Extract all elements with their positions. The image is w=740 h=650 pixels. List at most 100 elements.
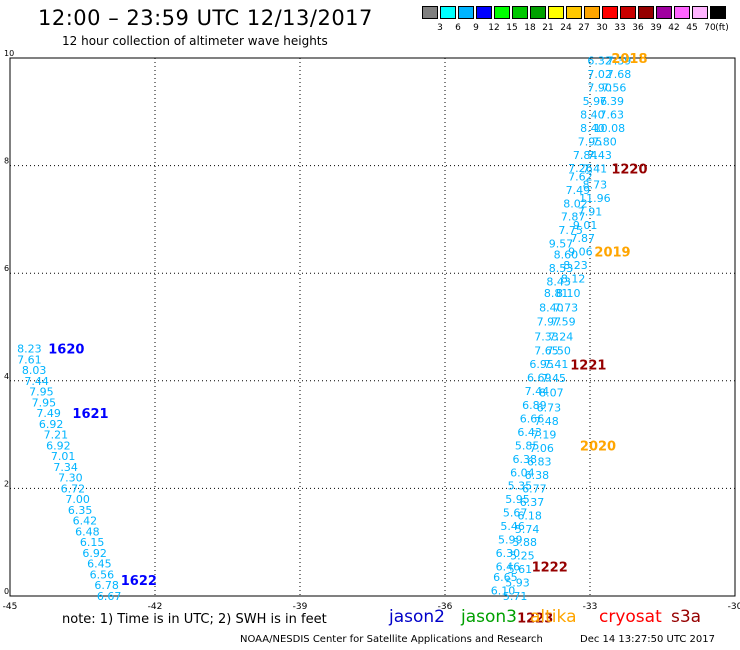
wave-height-value: 6.89 xyxy=(522,399,547,412)
color-scale-swatch xyxy=(494,6,510,19)
wave-height-value: 5.95 xyxy=(505,493,530,506)
color-scale-label: 39 xyxy=(650,23,662,33)
latitude-tick-label: 8 xyxy=(4,157,9,166)
pass-time-label: 2018 xyxy=(611,52,647,67)
wave-height-value: 8.43 xyxy=(546,275,571,288)
wave-height-value: 7.50 xyxy=(546,345,571,358)
wave-height-value: 7.95 xyxy=(32,396,57,409)
generation-timestamp: Dec 14 13:27:50 UTC 2017 xyxy=(580,634,715,645)
pass-time-label: 1222 xyxy=(532,560,568,575)
wave-height-value: 7.87 xyxy=(561,211,586,224)
color-scale-label: 70 xyxy=(704,23,716,33)
color-scale-label: 3 xyxy=(437,23,443,33)
wave-height-value: 6.35 xyxy=(68,504,93,517)
color-scale-unit: (ft) xyxy=(715,23,729,33)
wave-height-value: 9.57 xyxy=(549,238,574,251)
color-scale-label: 15 xyxy=(506,23,518,33)
footnote: note: 1) Time is in UTC; 2) SWH is in fe… xyxy=(62,612,327,627)
color-scale-label: 24 xyxy=(560,23,572,33)
wave-height-value: 5.67 xyxy=(503,507,528,520)
wave-height-value: 6.38 xyxy=(525,469,550,482)
wave-height-value: 7.59 xyxy=(551,316,576,329)
wave-height-value: 7.01 xyxy=(51,450,76,463)
pass-time-label: 1220 xyxy=(611,162,647,177)
wave-height-value: 7.95 xyxy=(578,135,603,148)
wave-height-value: 7.87 xyxy=(571,232,596,245)
wave-height-value: 7.63 xyxy=(600,108,625,121)
satellite-legend-cryosat: cryosat xyxy=(599,607,662,627)
wave-height-value: 7.95 xyxy=(29,386,54,399)
wave-height-value: 6.32 xyxy=(587,55,612,68)
credit-line: NOAA/NESDIS Center for Satellite Applica… xyxy=(240,634,543,645)
wave-height-value: 6.69 xyxy=(527,372,552,385)
wave-height-value: 6.66 xyxy=(520,412,545,425)
wave-height-value: 8.02 xyxy=(563,197,588,210)
wave-height-value: 5.25 xyxy=(510,550,535,563)
color-scale-label: 30 xyxy=(596,23,608,33)
color-scale-swatch xyxy=(476,6,492,19)
satellite-legend-altika: altika xyxy=(530,607,577,627)
wave-height-value: 8.73 xyxy=(583,178,608,191)
wave-height-value: 7.26 xyxy=(568,162,593,175)
color-scale-label: 12 xyxy=(488,23,500,33)
color-scale-label: 27 xyxy=(578,23,590,33)
wave-height-value: 7.44 xyxy=(24,375,49,388)
wave-height-value: 7.02 xyxy=(587,68,612,81)
wave-height-value: 8.53 xyxy=(549,262,574,275)
wave-height-value: 5.61 xyxy=(508,563,533,576)
pass-time-label: 2019 xyxy=(594,246,630,261)
wave-height-value: 6.48 xyxy=(75,525,100,538)
wave-height-value: 6.43 xyxy=(517,426,542,439)
color-scale-label: 6 xyxy=(455,23,461,33)
wave-height-value: 8.07 xyxy=(539,387,564,400)
wave-height-value: 5.46 xyxy=(500,520,525,533)
wave-height-value: 10.08 xyxy=(594,122,626,135)
wave-height-value: 5.88 xyxy=(513,536,538,549)
color-scale-swatch xyxy=(530,6,546,19)
wave-height-value: 5.35 xyxy=(508,480,533,493)
wave-height-value: 7.33 xyxy=(534,331,559,344)
color-scale-swatch xyxy=(638,6,654,19)
wave-height-value: 8.23 xyxy=(563,259,588,272)
wave-height-value: 7.30 xyxy=(58,472,83,485)
wave-height-value: 9.01 xyxy=(573,219,598,232)
color-scale-swatch xyxy=(674,6,690,19)
color-scale-swatch xyxy=(692,6,708,19)
color-scale-label: 18 xyxy=(524,23,536,33)
wave-height-value: 6.83 xyxy=(527,456,552,469)
color-scale-label: 42 xyxy=(668,23,680,33)
wave-height-value: 6.45 xyxy=(87,558,112,571)
wave-height-value: 7.39 xyxy=(607,55,632,68)
wave-height-value: 7.90 xyxy=(587,82,612,95)
satellite-legend-jason3: jason3 xyxy=(461,607,517,627)
wave-height-value: 6.72 xyxy=(61,482,86,495)
longitude-tick-label: -42 xyxy=(148,602,163,612)
color-scale-swatch xyxy=(548,6,564,19)
color-scale-swatch xyxy=(512,6,528,19)
wave-height-value: 8.81 xyxy=(544,287,569,300)
wave-height-value: 7.91 xyxy=(578,205,603,218)
wave-height-value: 5.99 xyxy=(498,534,523,547)
wave-height-value: 11.96 xyxy=(579,192,611,205)
pass-time-label: 1622 xyxy=(121,574,157,589)
wave-height-value: 7.80 xyxy=(592,135,617,148)
page-subtitle: 12 hour collection of altimeter wave hei… xyxy=(62,34,328,48)
wave-height-value: 7.06 xyxy=(529,442,554,455)
latitude-tick-label: 0 xyxy=(4,587,9,596)
wave-height-value: 7.49 xyxy=(566,184,591,197)
color-scale-label: 45 xyxy=(686,23,698,33)
wave-height-value: 6.15 xyxy=(80,536,105,549)
wave-height-value: 5.96 xyxy=(583,95,608,108)
wave-height-value: 6.92 xyxy=(39,418,64,431)
pass-time-label: 2020 xyxy=(580,439,616,454)
pass-time-label: 1223 xyxy=(517,612,553,627)
map-frame xyxy=(9,57,736,597)
wave-height-value: 7.48 xyxy=(534,415,559,428)
wave-height-value: 8.23 xyxy=(17,343,42,356)
wave-height-value: 6.56 xyxy=(90,568,115,581)
wave-height-value: 7.61 xyxy=(17,353,42,366)
pass-time-label: 1621 xyxy=(72,407,108,422)
color-scale-label: 36 xyxy=(632,23,644,33)
latitude-tick-label: 4 xyxy=(4,372,9,381)
wave-height-value: 8.10 xyxy=(556,287,581,300)
